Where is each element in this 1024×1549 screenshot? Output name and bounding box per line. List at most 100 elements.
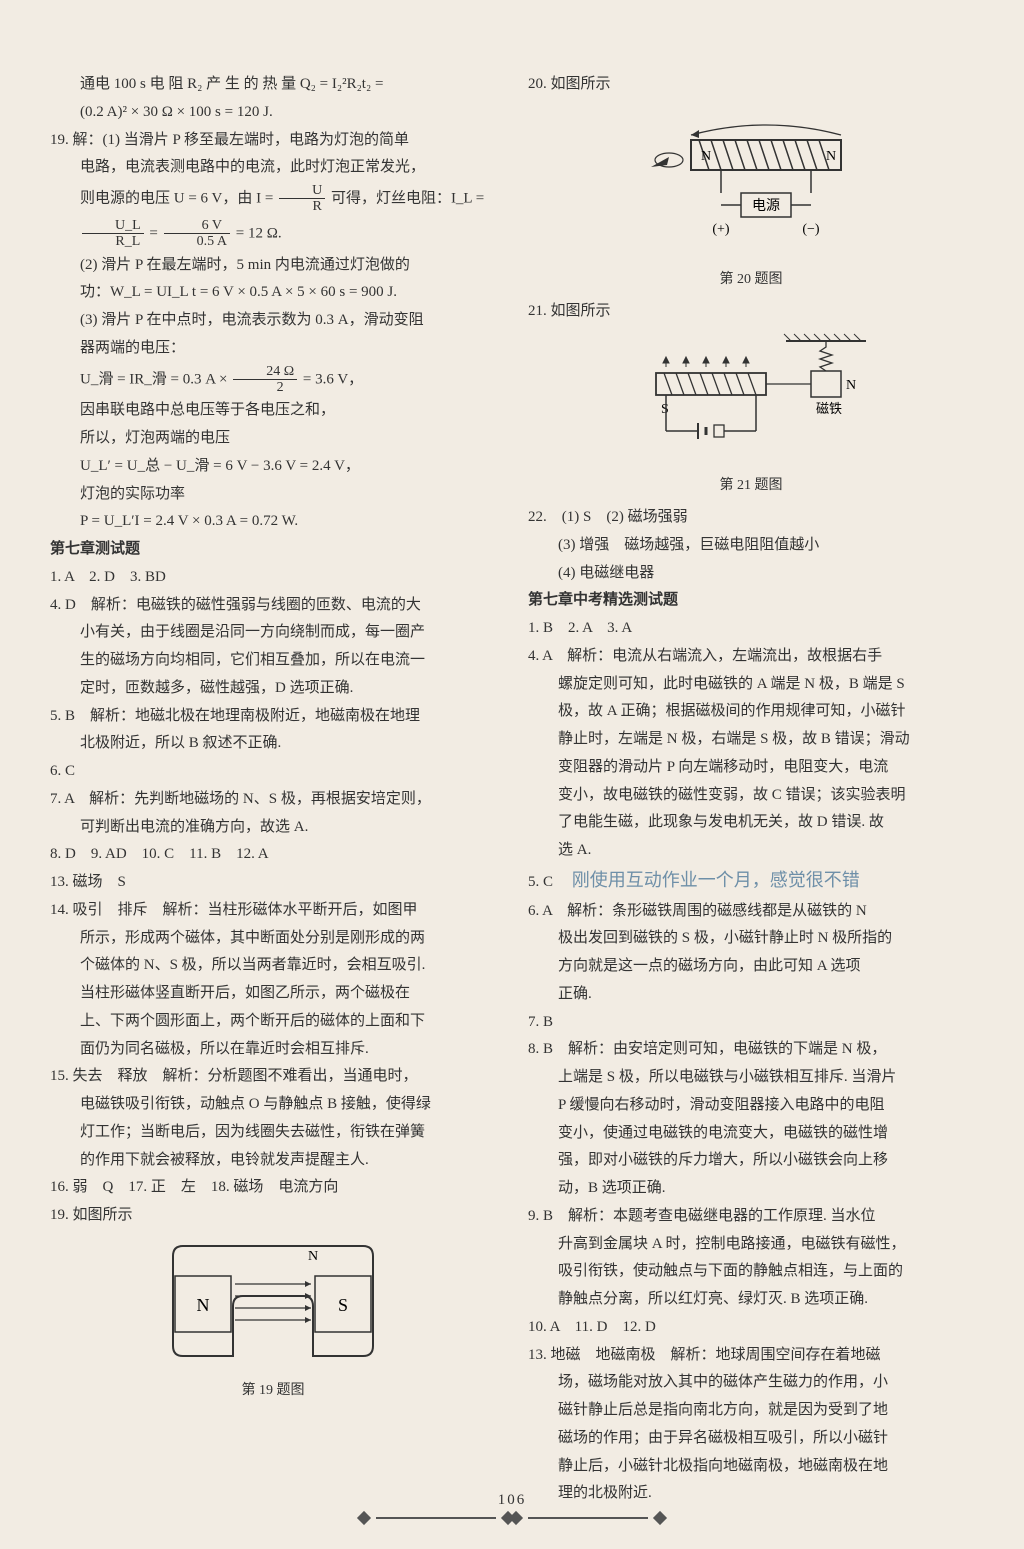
right-column: 20. 如图所示 N N — [528, 72, 974, 1509]
text-line: 功：W_L = UI_L t = 6 V × 0.5 A × 5 × 60 s … — [50, 280, 496, 305]
text-line: 19. 解：(1) 当滑片 P 移至最左端时，电路为灯泡的简单 — [50, 128, 496, 153]
text-line: 所示，形成两个磁体，其中断面处分别是刚形成的两 — [50, 926, 496, 951]
text-line: 磁场的作用；由于异名磁极相互吸引，所以小磁针 — [528, 1426, 974, 1451]
text-line: 电路，电流表测电路中的电流，此时灯泡正常发光， — [50, 155, 496, 180]
text-line: 通电 100 s 电 阻 R₂ 产 生 的 热 量 Q₂ = I₂²R₂t₂ = — [50, 72, 496, 97]
figure-20-label-plus: (+) — [712, 222, 730, 237]
fraction: 24 Ω 2 — [231, 364, 299, 396]
fraction-numerator: U — [279, 183, 325, 199]
text-line: 电磁铁吸引衔铁，动触点 O 与静触点 B 接触，使得绿 — [50, 1092, 496, 1117]
text-line: 静止后，小磁针北极指向地磁南极，地磁南极在地 — [528, 1454, 974, 1479]
text-line: 变小，使通过电磁铁的电流变大，电磁铁的磁性增 — [528, 1121, 974, 1146]
text-line: 22. (1) S (2) 磁场强弱 — [528, 505, 974, 530]
figure-20-label-minus: (−) — [802, 222, 820, 237]
text-line: (4) 电磁继电器 — [528, 561, 974, 586]
text-line: 的作用下就会被释放，电铃就发声提醒主人. — [50, 1148, 496, 1173]
figure-21-label-s: S — [661, 402, 669, 417]
text-line: 小有关，由于线圈是沿同一方向绕制而成，每一圈产 — [50, 620, 496, 645]
text-fragment: = — [149, 225, 161, 241]
figure-20-caption: 第 20 题图 — [528, 268, 974, 291]
figure-21-label-n: N — [846, 378, 856, 393]
text-line: 则电源的电压 U = 6 V，由 I = U R 可得，灯丝电阻：I_L = — [50, 183, 496, 215]
left-column: 通电 100 s 电 阻 R₂ 产 生 的 热 量 Q₂ = I₂²R₂t₂ =… — [50, 72, 496, 1509]
text-line: 强，即对小磁铁的斥力增大，所以小磁铁会向上移 — [528, 1148, 974, 1173]
text-line: (3) 滑片 P 在中点时，电流表示数为 0.3 A，滑动变阻 — [50, 308, 496, 333]
text-line: 13. 磁场 S — [50, 870, 496, 895]
figure-20-label-n-left: N — [701, 149, 711, 164]
fraction-denominator: R_L — [82, 234, 144, 249]
text-line: 7. B — [528, 1010, 974, 1035]
figure-21-label-magnet: 磁铁 — [816, 401, 842, 416]
text-fragment: = 12 Ω. — [236, 225, 282, 241]
text-line: 21. 如图所示 — [528, 299, 974, 324]
text-line: 当柱形磁体竖直断开后，如图乙所示，两个磁极在 — [50, 981, 496, 1006]
text-fragment: = 3.6 V， — [303, 371, 363, 387]
text-line: 灯泡的实际功率 — [50, 482, 496, 507]
text-line: 正确. — [528, 982, 974, 1007]
figure-19-label-n-top: N — [308, 1249, 318, 1264]
text-line: 定时，匝数越多，磁性越强，D 选项正确. — [50, 676, 496, 701]
text-line: 20. 如图所示 — [528, 72, 974, 97]
text-line: 吸引衔铁，使动触点与下面的静触点相连，与上面的 — [528, 1259, 974, 1284]
figure-19: N S N 第 19 题图 — [50, 1236, 496, 1402]
text-line: 因串联电路中总电压等于各电压之和， — [50, 398, 496, 423]
fraction-numerator: U_L — [82, 218, 144, 234]
text-line: 上端是 S 极，所以电磁铁与小磁铁相互排斥. 当滑片 — [528, 1065, 974, 1090]
two-column-layout: 通电 100 s 电 阻 R₂ 产 生 的 热 量 Q₂ = I₂²R₂t₂ =… — [50, 72, 974, 1509]
figure-21-svg: N 磁铁 S — [616, 331, 886, 461]
text-line: 所以，灯泡两端的电压 — [50, 426, 496, 451]
text-line: 4. D 解析：电磁铁的磁性强弱与线圈的匝数、电流的大 — [50, 593, 496, 618]
text-line: 变小，故电磁铁的磁性变弱，故 C 错误；该实验表明 — [528, 783, 974, 808]
text-fragment: 5. C — [528, 874, 568, 890]
figure-19-svg: N S N — [163, 1236, 383, 1366]
section-title: 第七章测试题 — [50, 537, 496, 562]
fraction: 6 V 0.5 A — [162, 218, 232, 250]
text-line: U_滑 = IR_滑 = 0.3 A × 24 Ω 2 = 3.6 V， — [50, 364, 496, 396]
text-fragment: 则电源的电压 U = 6 V，由 I = — [80, 190, 277, 206]
text-line: 上、下两个圆形面上，两个断开后的磁体的上面和下 — [50, 1009, 496, 1034]
text-line: 13. 地磁 地磁南极 解析：地球周围空间存在着地磁 — [528, 1343, 974, 1368]
text-line: 面仍为同名磁极，所以在靠近时会相互排斥. — [50, 1037, 496, 1062]
text-line: 14. 吸引 排斥 解析：当柱形磁体水平断开后，如图甲 — [50, 898, 496, 923]
text-line: 极出发回到磁铁的 S 极，小磁针静止时 N 极所指的 — [528, 926, 974, 951]
text-line: 北极附近，所以 B 叙述不正确. — [50, 731, 496, 756]
text-line: 6. C — [50, 759, 496, 784]
text-line: 19. 如图所示 — [50, 1203, 496, 1228]
ornament-line — [528, 1517, 648, 1519]
text-line: 变阻器的滑动片 P 向左端移动时，电阻变大，电流 — [528, 755, 974, 780]
fraction-numerator: 6 V — [164, 218, 230, 234]
text-line: 器两端的电压： — [50, 336, 496, 361]
text-line: 15. 失去 释放 解析：分析题图不难看出，当通电时， — [50, 1064, 496, 1089]
figure-20-label-source: 电源 — [752, 198, 780, 214]
text-line: 1. A 2. D 3. BD — [50, 565, 496, 590]
figure-19-label-n-left: N — [197, 1295, 210, 1315]
text-line: 了电能生磁，此现象与发电机无关，故 D 错误. 故 — [528, 810, 974, 835]
fraction-denominator: 0.5 A — [164, 234, 230, 249]
figure-20-svg: N N 电源 (+) (−) — [621, 105, 881, 255]
text-line: 6. A 解析：条形磁铁周围的磁感线都是从磁铁的 N — [528, 899, 974, 924]
page-number: 106 — [498, 1492, 527, 1508]
text-line: 选 A. — [528, 838, 974, 863]
text-line: U_L′ = U_总 − U_滑 = 6 V − 3.6 V = 2.4 V， — [50, 454, 496, 479]
text-line: 方向就是这一点的磁场方向，由此可知 A 选项 — [528, 954, 974, 979]
text-line: 动，B 选项正确. — [528, 1176, 974, 1201]
text-line: 16. 弱 Q 17. 正 左 18. 磁场 电流方向 — [50, 1175, 496, 1200]
text-line: 极，故 A 正确；根据磁极间的作用规律可知，小磁针 — [528, 699, 974, 724]
page-number-ornament: 106 — [0, 1491, 1024, 1509]
text-line: (3) 增强 磁场越强，巨磁电阻阻值越小 — [528, 533, 974, 558]
text-line: 1. B 2. A 3. A — [528, 616, 974, 641]
text-line: 8. B 解析：由安培定则可知，电磁铁的下端是 N 极， — [528, 1037, 974, 1062]
text-line: 可判断出电流的准确方向，故选 A. — [50, 815, 496, 840]
fraction-denominator: R — [279, 199, 325, 214]
text-line: P 缓慢向右移动时，滑动变阻器接入电路中的电阻 — [528, 1093, 974, 1118]
figure-21-caption: 第 21 题图 — [528, 474, 974, 497]
text-line: 5. C 刚使用互动作业一个月，感觉很不错 — [528, 866, 974, 896]
text-line: 4. A 解析：电流从右端流入，左端流出，故根据右手 — [528, 644, 974, 669]
figure-19-label-s-right: S — [338, 1295, 348, 1315]
text-fragment: 可得，灯丝电阻：I_L = — [331, 190, 484, 206]
text-line: 9. B 解析：本题考查电磁继电器的工作原理. 当水位 — [528, 1204, 974, 1229]
text-line: 场，磁场能对放入其中的磁体产生磁力的作用，小 — [528, 1370, 974, 1395]
text-line: 升高到金属块 A 时，控制电路接通，电磁铁有磁性， — [528, 1232, 974, 1257]
text-line: (0.2 A)² × 30 Ω × 100 s = 120 J. — [50, 100, 496, 125]
text-line: 静止时，左端是 N 极，右端是 S 极，故 B 错误；滑动 — [528, 727, 974, 752]
